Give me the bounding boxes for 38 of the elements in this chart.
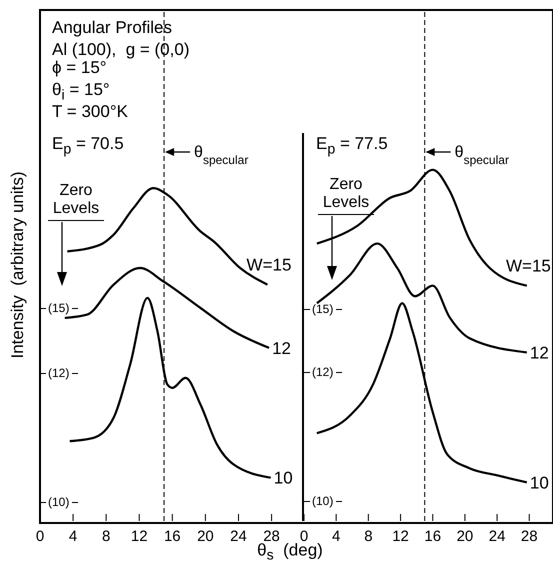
annotation: (15) [48,301,70,315]
x-tick-label: 28 [520,528,538,545]
x-tick-label: 24 [230,528,247,545]
text: E$_{p}$ = 70.5 [52,134,124,158]
text: ϕ = 15° [52,58,107,78]
x-tick-label: 4 [68,528,78,545]
x-tick-label: 8 [102,528,110,545]
y-axis-title: Intensity (arbitrary units) [8,171,28,359]
annotation: (15) [312,302,334,316]
x-tick-label: 20 [197,528,214,545]
x-tick-label: 12 [392,528,409,545]
text: θ$_{i}$ = 15° [52,80,110,104]
x-tick-label: 24 [488,528,506,545]
x-tick-label: 12 [130,528,148,545]
series-label: W=15 [246,256,292,275]
series-label: 10 [530,473,549,492]
annotation: (12) [48,366,70,380]
annotation: (10) [48,495,70,509]
text: T = 300°K [52,102,128,122]
annotation: Zero Levels [322,176,370,212]
x-tick-label: 20 [456,528,474,545]
x-tick-label: 16 [164,528,181,545]
annotation: (12) [312,365,334,379]
x-tick-label: 8 [364,528,373,545]
ref-line-label: θ$_{specular}$ [194,144,248,167]
chart-subtitle: Al (100), g = (0,0) [52,40,190,60]
text: E$_{p}$ = 77.5 [316,134,388,158]
x-tick-label: 0 [36,528,44,545]
annotation: Zero Levels [52,182,100,218]
chart-title: Angular Profiles [52,18,172,38]
x-tick-label: 16 [424,528,442,545]
series-label: 10 [274,468,293,488]
ref-line-label: θ$_{specular}$ [454,144,509,167]
series-label: 12 [272,338,292,358]
series-label: 12 [530,343,549,362]
series-label: W=15 [506,256,551,276]
x-tick-label: 4 [332,528,340,545]
annotation: (10) [312,494,334,508]
